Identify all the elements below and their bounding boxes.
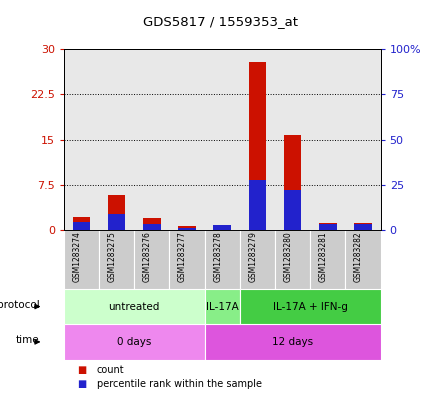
Bar: [205, 230, 240, 289]
Text: protocol: protocol: [0, 300, 40, 310]
Bar: [64, 230, 99, 289]
Bar: [319, 223, 337, 230]
Bar: [178, 226, 196, 230]
Bar: [178, 228, 196, 230]
Bar: [345, 230, 381, 289]
Text: ■: ■: [77, 379, 86, 389]
Text: GSM1283275: GSM1283275: [108, 231, 117, 282]
Bar: [275, 230, 310, 289]
Text: 12 days: 12 days: [272, 337, 313, 347]
Text: ■: ■: [77, 365, 86, 375]
Bar: [284, 135, 301, 230]
Bar: [64, 324, 205, 360]
Text: count: count: [97, 365, 125, 375]
Text: GSM1283274: GSM1283274: [73, 231, 81, 282]
Text: percentile rank within the sample: percentile rank within the sample: [97, 379, 262, 389]
Bar: [108, 214, 125, 230]
Bar: [73, 222, 90, 230]
Text: 0 days: 0 days: [117, 337, 151, 347]
Bar: [134, 230, 169, 289]
Bar: [99, 230, 134, 289]
Bar: [73, 217, 90, 230]
Text: GSM1283277: GSM1283277: [178, 231, 187, 282]
Bar: [108, 195, 125, 230]
Text: IL-17A + IFN-g: IL-17A + IFN-g: [273, 301, 348, 312]
Bar: [240, 289, 381, 324]
Bar: [319, 224, 337, 230]
Bar: [249, 62, 266, 230]
Bar: [143, 224, 161, 230]
Bar: [205, 289, 240, 324]
Text: GSM1283281: GSM1283281: [319, 231, 328, 282]
Text: untreated: untreated: [109, 301, 160, 312]
Bar: [284, 190, 301, 230]
Bar: [205, 324, 381, 360]
Bar: [64, 289, 205, 324]
Bar: [354, 223, 372, 230]
Text: GSM1283278: GSM1283278: [213, 231, 222, 282]
Bar: [249, 180, 266, 230]
Text: GSM1283276: GSM1283276: [143, 231, 152, 282]
Text: GDS5817 / 1559353_at: GDS5817 / 1559353_at: [143, 15, 297, 28]
Text: time: time: [16, 335, 40, 345]
Bar: [143, 218, 161, 230]
Text: GSM1283282: GSM1283282: [354, 231, 363, 282]
Bar: [354, 224, 372, 230]
Text: GSM1283279: GSM1283279: [249, 231, 257, 282]
Bar: [310, 230, 345, 289]
Bar: [213, 225, 231, 230]
Bar: [169, 230, 205, 289]
Bar: [240, 230, 275, 289]
Text: IL-17A: IL-17A: [206, 301, 238, 312]
Text: GSM1283280: GSM1283280: [284, 231, 293, 282]
